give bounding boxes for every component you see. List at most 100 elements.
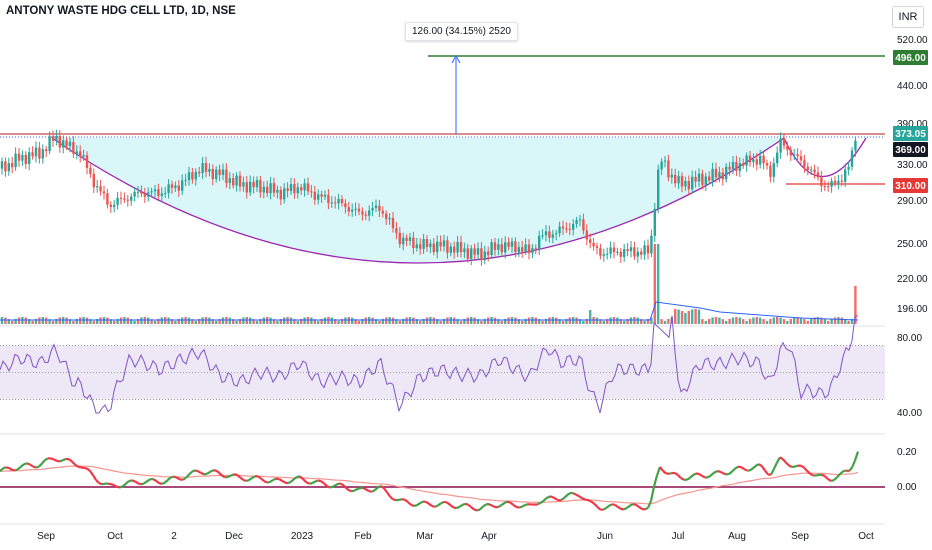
volume-bar — [79, 317, 82, 324]
oscillator-segment — [317, 479, 322, 483]
candle-body — [130, 196, 133, 201]
volume-bar — [181, 317, 184, 324]
candle-body — [796, 154, 799, 157]
candle-body — [806, 166, 809, 171]
oscillator-segment — [431, 504, 436, 508]
candle-body — [497, 244, 500, 250]
volume-bar — [697, 309, 701, 324]
oscillator-segment — [353, 488, 358, 492]
candle-body — [680, 175, 684, 187]
oscillator-segment — [377, 485, 382, 489]
volume-bar — [323, 317, 327, 324]
candle-body — [510, 241, 514, 247]
volume-bar — [636, 317, 639, 324]
volume-bar — [742, 319, 745, 324]
volume-bar — [357, 320, 361, 324]
volume-bar — [589, 310, 592, 324]
oscillator-segment — [689, 474, 694, 479]
volume-bar — [123, 317, 126, 324]
volume-bar — [541, 320, 544, 324]
oscillator-segment — [32, 465, 37, 469]
candle-body — [170, 184, 174, 188]
candle-body — [167, 184, 170, 194]
candle-body — [558, 226, 561, 234]
oscillator-segment — [221, 474, 226, 479]
volume-bar — [300, 318, 303, 324]
volume-bar — [517, 319, 520, 324]
oscillator-segment — [50, 457, 55, 461]
candle-body — [738, 163, 741, 171]
oscillator-segment — [29, 463, 34, 468]
volume-bar — [228, 317, 231, 324]
candle-body — [847, 166, 850, 170]
candle-body — [660, 161, 663, 170]
candle-body — [500, 244, 503, 253]
volume-bar — [731, 317, 735, 324]
oscillator-segment — [383, 487, 388, 493]
volume-bar — [38, 317, 41, 324]
candle-body — [58, 135, 61, 148]
volume-bar — [354, 319, 357, 324]
oscillator-segment — [356, 487, 361, 491]
oscillator-segment — [800, 464, 805, 469]
volume-bar — [408, 317, 412, 324]
candle-body — [803, 160, 806, 167]
oscillator-segment — [146, 478, 151, 483]
oscillator-segment — [668, 471, 673, 475]
oscillator-segment — [191, 469, 196, 473]
volume-bar — [446, 317, 449, 324]
oscillator-segment — [752, 464, 757, 470]
candle-body — [41, 149, 44, 159]
oscillator-segment — [482, 503, 487, 508]
candle-body — [218, 169, 221, 175]
candle-body — [293, 184, 296, 194]
oscillator-segment — [218, 471, 223, 477]
candle-body — [742, 163, 745, 166]
time-axis-tick: 2023 — [291, 531, 314, 542]
volume-bar — [72, 320, 75, 324]
candle-body — [276, 189, 279, 193]
oscillator-segment — [827, 478, 832, 482]
candle-body — [544, 231, 548, 236]
oscillator-segment — [386, 491, 391, 498]
candle-body — [150, 191, 153, 193]
candle-body — [177, 185, 180, 191]
volume-bar — [415, 319, 418, 324]
candle-body — [51, 136, 55, 141]
oscillator-segment — [5, 466, 10, 470]
candle-body — [334, 202, 337, 204]
oscillator-segment — [185, 473, 190, 479]
volume-bar — [31, 320, 34, 324]
oscillator-segment — [443, 500, 448, 504]
oscillator-segment — [215, 469, 220, 474]
oscillator-segment — [137, 482, 142, 486]
volume-bar — [313, 319, 316, 324]
oscillator-segment — [836, 473, 841, 479]
volume-bar — [340, 318, 344, 324]
candle-body — [765, 163, 769, 166]
candle-body — [714, 168, 718, 178]
volume-bar — [680, 311, 684, 324]
volume-bar — [218, 318, 221, 324]
price-axis-tick: 250.00 — [897, 239, 928, 250]
currency-button[interactable]: INR — [892, 6, 924, 28]
volume-bar — [721, 319, 724, 324]
volume-bar — [279, 318, 282, 324]
candle-body — [517, 247, 520, 253]
candle-body — [820, 177, 823, 187]
volume-bar — [310, 317, 313, 324]
candle-body — [266, 186, 269, 194]
candle-body — [306, 183, 310, 192]
time-axis-tick: Dec — [225, 531, 243, 542]
oscillator-segment — [554, 497, 559, 502]
candle-body — [534, 248, 537, 250]
oscillator-segment — [563, 494, 568, 499]
candle-body — [422, 239, 425, 249]
candle-body — [507, 242, 510, 247]
candle-body — [810, 169, 813, 171]
volume-bar — [799, 317, 803, 324]
candle-body — [592, 242, 595, 247]
candle-body — [82, 155, 85, 157]
oscillator-segment — [293, 475, 298, 480]
